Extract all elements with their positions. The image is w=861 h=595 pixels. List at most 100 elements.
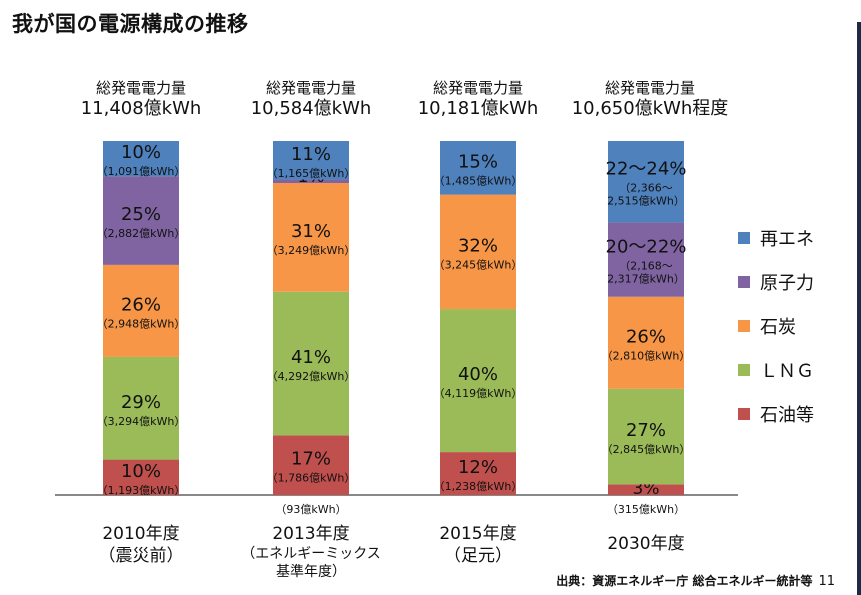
- page-title: 我が国の電源構成の推移: [12, 12, 249, 36]
- total-generation-label: 総発電電力量: [432, 79, 523, 97]
- kwh-label-1-4-0: （1,165億kWh）: [267, 167, 356, 180]
- kwh-label-0-2-0: （2,948億kWh）: [97, 317, 186, 330]
- pct-label-3-4: 22～24%: [606, 159, 687, 180]
- total-generation-label: 総発電電力量: [604, 79, 695, 97]
- page-border: [857, 22, 861, 595]
- bar-segment-3-0: [608, 484, 684, 495]
- bar-segment-3-2: [608, 296, 684, 389]
- total-generation-value: 10,650億kWh程度: [571, 98, 729, 119]
- page-number: 11: [818, 574, 835, 589]
- legend-swatch: [738, 320, 750, 332]
- kwh-label-1-3: （93億kWh）: [275, 503, 346, 516]
- pct-label-0-4: 10%: [121, 142, 161, 163]
- bar-segment-2-4: [440, 141, 516, 195]
- x-category-line: 2010年度: [102, 524, 180, 544]
- kwh-label-3-4-0: （2,366～: [619, 182, 673, 195]
- bar-segment-3-4: [608, 141, 684, 223]
- x-category-label: 2015年度 （足元）: [393, 523, 563, 567]
- kwh-label-2-4-0: （1,485億kWh）: [434, 174, 523, 187]
- pct-label-0-0: 10%: [121, 461, 161, 482]
- kwh-label-3-2-0: （2,810億kWh）: [602, 349, 691, 362]
- pct-label-3-2: 26%: [626, 326, 666, 347]
- legend-swatch: [738, 408, 750, 420]
- pct-label-2-2: 32%: [458, 235, 498, 256]
- total-generation-header: 総発電電力量 10,650億kWh程度: [560, 78, 740, 120]
- pct-label-1-2: 31%: [291, 221, 331, 242]
- kwh-label-0-0-0: （1,193億kWh）: [97, 484, 186, 497]
- legend-label: 再エネ: [760, 229, 814, 250]
- total-generation-header: 総発電電力量 11,408億kWh: [51, 78, 231, 120]
- x-category-label: 2030年度: [561, 533, 731, 555]
- source-note: 出典：資源エネルギー庁 総合エネルギー統計等 11: [556, 572, 835, 589]
- x-category-label: 2010年度 （震災前）: [56, 523, 226, 567]
- kwh-label-1-2-0: （3,249億kWh）: [267, 244, 356, 257]
- kwh-label-3-1-0: （2,845億kWh）: [602, 443, 691, 456]
- bar-segment-0-2: [103, 264, 179, 357]
- pct-label-0-1: 29%: [121, 392, 161, 413]
- bar-segment-1-0: [273, 435, 349, 495]
- kwh-label-1-1-0: （4,292億kWh）: [267, 370, 356, 383]
- legend-label: 原子力: [760, 273, 814, 294]
- bar-segment-1-3: [273, 179, 349, 184]
- legend: 再エネ原子力石炭 ＬＮＧ 石油等: [738, 216, 814, 436]
- legend-swatch: [738, 232, 750, 244]
- total-generation-value: 10,181億kWh: [417, 98, 539, 119]
- bar-segment-2-2: [440, 194, 516, 310]
- x-category-line: （震災前）: [98, 546, 184, 566]
- bar-segment-3-3: [608, 222, 684, 297]
- x-category-line: 2015年度: [439, 524, 517, 544]
- pct-label-2-1: 40%: [458, 364, 498, 385]
- pct-label-2-0: 12%: [458, 457, 498, 478]
- kwh-label-0-4-0: （1,091億kWh）: [97, 165, 186, 178]
- legend-item: 再エネ: [738, 216, 814, 260]
- bar-segment-1-1: [273, 291, 349, 436]
- legend-label: ＬＮＧ: [760, 361, 814, 382]
- legend-swatch: [738, 364, 750, 376]
- total-generation-header: 総発電電力量 10,584億kWh: [221, 78, 401, 120]
- pct-label-2-4: 15%: [458, 151, 498, 172]
- pct-label-1-4: 11%: [291, 144, 331, 165]
- total-generation-value: 10,584億kWh: [250, 98, 372, 119]
- total-generation-label: 総発電電力量: [265, 79, 356, 97]
- bar-segment-2-1: [440, 309, 516, 453]
- bar-segment-3-1: [608, 388, 684, 485]
- x-category-line: 基準年度）: [276, 564, 346, 580]
- kwh-label-1-0-0: （1,786億kWh）: [267, 472, 356, 485]
- x-category-line: （足元）: [444, 546, 512, 566]
- pct-label-3-3: 20～22%: [606, 237, 687, 258]
- legend-swatch: [738, 276, 750, 288]
- x-category-line: （エネルギーミックス: [241, 546, 381, 562]
- kwh-label-3-3-1: 2,317億kWh）: [607, 273, 685, 286]
- bar-segment-0-0: [103, 459, 179, 495]
- kwh-label-3-3-0: （2,168～: [619, 260, 673, 273]
- legend-item: 原子力: [738, 260, 814, 304]
- kwh-label-3-0: （315億kWh）: [607, 503, 685, 516]
- kwh-label-0-1-0: （3,294億kWh）: [97, 415, 186, 428]
- legend-label: 石油等: [760, 405, 814, 426]
- total-generation-header: 総発電電力量 10,181億kWh: [388, 78, 568, 120]
- x-category-label: 2013年度 （エネルギーミックス 基準年度）: [226, 523, 396, 581]
- pct-label-1-1: 41%: [291, 347, 331, 368]
- source-text: 出典：資源エネルギー庁 総合エネルギー統計等: [556, 574, 813, 588]
- legend-item: 石炭: [738, 304, 814, 348]
- total-generation-label: 総発電電力量: [95, 79, 186, 97]
- pct-label-0-3: 25%: [121, 204, 161, 225]
- bar-segment-2-0: [440, 452, 516, 495]
- bar-segment-1-2: [273, 183, 349, 292]
- pct-label-3-1: 27%: [626, 420, 666, 441]
- legend-item: ＬＮＧ: [738, 348, 814, 392]
- legend-item: 石油等: [738, 392, 814, 436]
- bar-segment-1-4: [273, 141, 349, 180]
- pct-label-1-0: 17%: [291, 449, 331, 470]
- kwh-label-2-1-0: （4,119億kWh）: [434, 387, 523, 400]
- kwh-label-2-2-0: （3,245億kWh）: [434, 258, 523, 271]
- bar-segment-0-3: [103, 176, 179, 265]
- kwh-label-2-0-0: （1,238億kWh）: [434, 480, 523, 493]
- bar-segment-0-1: [103, 356, 179, 460]
- pct-label-0-2: 26%: [121, 294, 161, 315]
- total-generation-value: 11,408億kWh: [80, 98, 202, 119]
- kwh-label-0-3-0: （2,882億kWh）: [97, 227, 186, 240]
- x-category-line: 2013年度: [272, 524, 350, 544]
- legend-label: 石炭: [760, 317, 796, 338]
